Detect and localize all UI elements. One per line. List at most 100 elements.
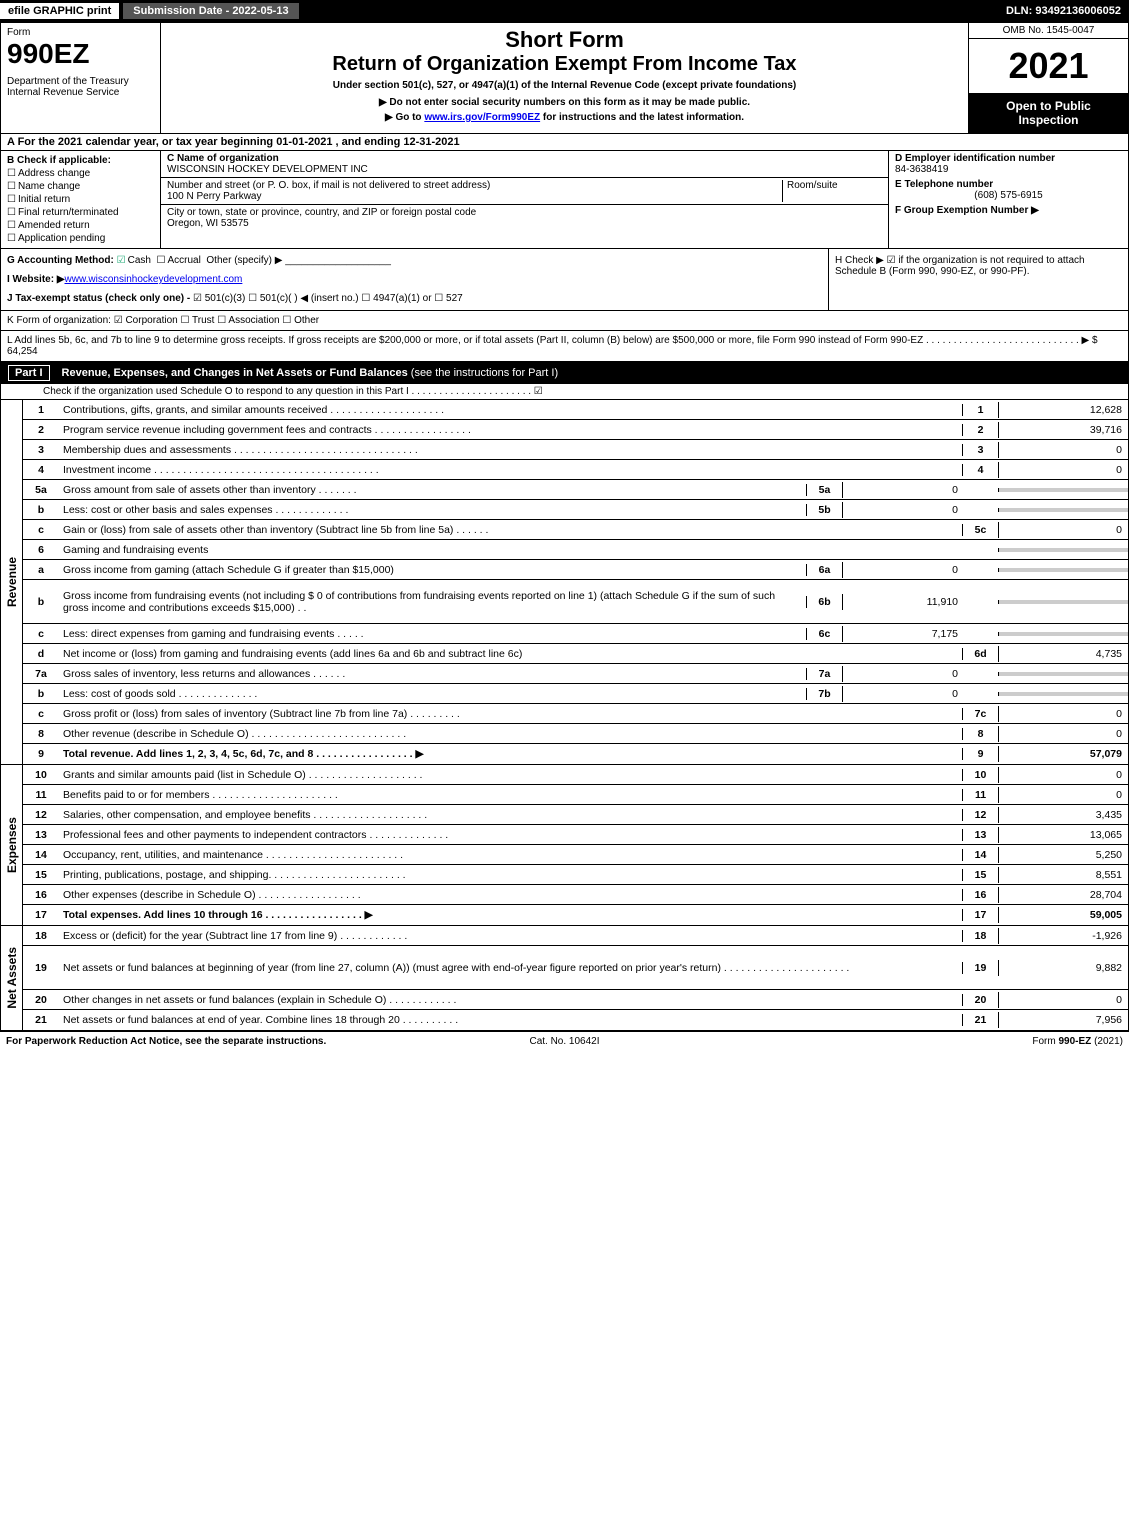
col-value (998, 548, 1128, 552)
org-name: WISCONSIN HOCKEY DEVELOPMENT INC (167, 164, 368, 175)
table-row: 19Net assets or fund balances at beginni… (23, 946, 1128, 990)
note-link: ▶ Go to www.irs.gov/Form990EZ for instru… (165, 112, 964, 123)
sub-line-number: 6a (806, 564, 842, 576)
netassets-section: Net Assets 18Excess or (deficit) for the… (0, 926, 1129, 1031)
col-value: 0 (998, 992, 1128, 1008)
line-desc: Grants and similar amounts paid (list in… (59, 767, 962, 783)
col-value (998, 672, 1128, 676)
section-bcd: B Check if applicable: Address change Na… (0, 151, 1129, 249)
e-phone-label: E Telephone number (895, 179, 1122, 190)
col-h: H Check ▶ ☑ if the organization is not r… (828, 249, 1128, 310)
col-number: 5c (962, 524, 998, 536)
line-desc: Gain or (loss) from sale of assets other… (59, 522, 962, 538)
part1-check-row: Check if the organization used Schedule … (0, 384, 1129, 400)
line-desc: Gross profit or (loss) from sales of inv… (59, 706, 962, 722)
line-number: 21 (23, 1012, 59, 1028)
col-value (998, 692, 1128, 696)
sub-line-number: 7b (806, 688, 842, 700)
form-label: Form (7, 27, 154, 38)
table-row: 18Excess or (deficit) for the year (Subt… (23, 926, 1128, 946)
col-number: 1 (962, 404, 998, 416)
website-link[interactable]: www.wisconsinhockeydevelopment.com (65, 274, 243, 285)
line-desc: Total expenses. Add lines 10 through 16 … (59, 907, 962, 923)
line-desc: Less: direct expenses from gaming and fu… (59, 626, 806, 642)
col-number: 14 (962, 849, 998, 861)
line-number: 10 (23, 767, 59, 783)
footer-left: For Paperwork Reduction Act Notice, see … (6, 1036, 378, 1047)
table-row: dNet income or (loss) from gaming and fu… (23, 644, 1128, 664)
col-number: 17 (962, 909, 998, 921)
h-check: H Check ▶ ☑ if the organization is not r… (835, 255, 1122, 277)
col-number: 2 (962, 424, 998, 436)
col-number: 3 (962, 444, 998, 456)
col-value: 0 (998, 442, 1128, 458)
col-value: 3,435 (998, 807, 1128, 823)
line-desc: Gross sales of inventory, less returns a… (59, 666, 806, 682)
line-desc: Investment income . . . . . . . . . . . … (59, 462, 962, 478)
efile-label[interactable]: efile GRAPHIC print (0, 3, 119, 19)
header-right: OMB No. 1545-0047 2021 Open to Public In… (968, 23, 1128, 133)
check-pending[interactable]: Application pending (7, 233, 154, 244)
col-c-org: C Name of organization WISCONSIN HOCKEY … (161, 151, 888, 248)
dept-label: Department of the Treasury Internal Reve… (7, 76, 154, 98)
sub-line-value: 7,175 (842, 626, 962, 642)
submission-date: Submission Date - 2022-05-13 (123, 3, 298, 19)
check-address[interactable]: Address change (7, 168, 154, 179)
line-number: 17 (23, 907, 59, 923)
check-amended[interactable]: Amended return (7, 220, 154, 231)
sub-line-number: 6b (806, 596, 842, 608)
line-number: 16 (23, 887, 59, 903)
line-number: d (23, 646, 59, 662)
check-accrual[interactable] (157, 255, 168, 266)
c-name-label: C Name of organization (167, 153, 279, 164)
check-name[interactable]: Name change (7, 181, 154, 192)
line-desc: Net assets or fund balances at end of ye… (59, 1012, 962, 1028)
table-row: 21Net assets or fund balances at end of … (23, 1010, 1128, 1030)
line-desc: Contributions, gifts, grants, and simila… (59, 402, 962, 418)
part1-title: Revenue, Expenses, and Changes in Net As… (62, 367, 408, 379)
sub-line-number: 5a (806, 484, 842, 496)
sub-line-value: 0 (842, 482, 962, 498)
line-desc: Excess or (deficit) for the year (Subtra… (59, 928, 962, 944)
check-final[interactable]: Final return/terminated (7, 207, 154, 218)
col-number: 13 (962, 829, 998, 841)
header-left: Form 990EZ Department of the Treasury In… (1, 23, 161, 133)
col-number: 20 (962, 994, 998, 1006)
line-number: 19 (23, 960, 59, 976)
ein-value: 84-3638419 (895, 164, 1122, 175)
revenue-side-label: Revenue (1, 400, 23, 764)
line-desc: Membership dues and assessments . . . . … (59, 442, 962, 458)
line-number: c (23, 626, 59, 642)
line-number: 13 (23, 827, 59, 843)
col-value: 5,250 (998, 847, 1128, 863)
under-section: Under section 501(c), 527, or 4947(a)(1)… (165, 80, 964, 91)
col-value: 0 (998, 706, 1128, 722)
table-row: 11Benefits paid to or for members . . . … (23, 785, 1128, 805)
check-cash[interactable] (117, 255, 128, 266)
col-number: 18 (962, 930, 998, 942)
row-k-org-form: K Form of organization: ☑ Corporation ☐ … (0, 311, 1129, 331)
part1-sub: (see the instructions for Part I) (408, 367, 558, 379)
col-d-ids: D Employer identification number 84-3638… (888, 151, 1128, 248)
part1-header: Part I Revenue, Expenses, and Changes in… (0, 362, 1129, 384)
table-row: 10Grants and similar amounts paid (list … (23, 765, 1128, 785)
table-row: 8Other revenue (describe in Schedule O) … (23, 724, 1128, 744)
line-number: 14 (23, 847, 59, 863)
col-number: 4 (962, 464, 998, 476)
table-row: 13Professional fees and other payments t… (23, 825, 1128, 845)
check-initial[interactable]: Initial return (7, 194, 154, 205)
col-number: 8 (962, 728, 998, 740)
table-row: cGain or (loss) from sale of assets othe… (23, 520, 1128, 540)
c-city-label: City or town, state or province, country… (167, 207, 476, 218)
irs-link[interactable]: www.irs.gov/Form990EZ (424, 112, 540, 123)
col-value (998, 508, 1128, 512)
col-value: 12,628 (998, 402, 1128, 418)
line-desc: Total revenue. Add lines 1, 2, 3, 4, 5c,… (59, 746, 962, 762)
table-row: 12Salaries, other compensation, and empl… (23, 805, 1128, 825)
table-row: 7aGross sales of inventory, less returns… (23, 664, 1128, 684)
row-a-period: A For the 2021 calendar year, or tax yea… (0, 134, 1129, 151)
col-value (998, 600, 1128, 604)
omb-number: OMB No. 1545-0047 (969, 23, 1128, 39)
line-number: 7a (23, 666, 59, 682)
table-row: 17Total expenses. Add lines 10 through 1… (23, 905, 1128, 925)
